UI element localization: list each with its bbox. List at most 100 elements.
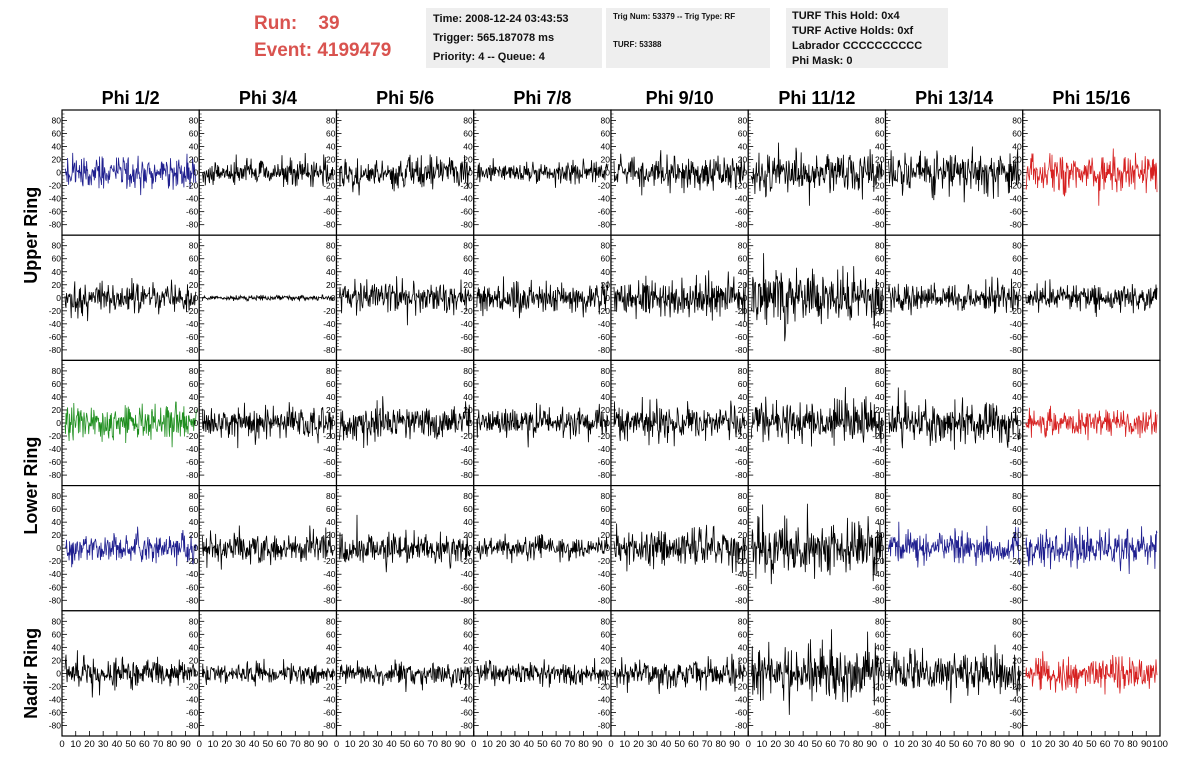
y-tick-label: 40 [1012,142,1022,152]
y-tick-label: 60 [601,629,611,639]
y-tick-label: 0 [331,543,336,553]
column-header: Phi 5/6 [376,88,434,108]
y-tick-label: -80 [323,470,336,480]
y-tick-label: -80 [460,345,473,355]
waveform-panel: -80 -60 -40 -20 0 20 40 60 80 [598,610,749,737]
x-tick-label: 80 [304,739,315,750]
y-tick-label: -60 [872,582,885,592]
y-tick-label: 20 [52,155,62,165]
y-tick-label: -60 [735,332,748,342]
y-tick-label: 80 [1012,116,1022,126]
y-tick-label: 60 [1012,504,1022,514]
y-tick-label: 80 [1012,366,1022,376]
y-tick-label: -20 [323,306,336,316]
y-tick-label: 80 [189,241,199,251]
x-tick-label: 0 [471,739,476,750]
waveform-trace [613,150,746,196]
y-tick-label: 0 [880,668,885,678]
y-tick-label: -80 [186,595,199,605]
panel-frame [198,109,338,236]
x-tick-label: 80 [167,739,178,750]
y-tick-label: -40 [186,569,199,579]
y-tick-label: -40 [1009,444,1022,454]
y-tick-label: -60 [598,332,611,342]
waveform-trace [1025,279,1158,317]
y-tick-label: 60 [601,129,611,139]
y-tick-label: -20 [186,306,199,316]
y-tick-label: -20 [186,431,199,441]
waveform-panel: -80 -60 -40 -20 0 20 40 60 80 [872,109,1024,236]
y-tick-label: -60 [872,332,885,342]
y-tick-label: -20 [460,181,473,191]
waveform-trace [201,294,334,302]
y-tick-label: 40 [738,517,748,527]
y-tick-label: 20 [601,405,611,415]
waveform-panel: -80 -60 -40 -20 0 20 40 60 80 [460,610,612,737]
waveform-trace [888,276,1021,316]
y-tick-label: -40 [872,694,885,704]
y-tick-label: 20 [875,155,885,165]
waveform-trace [339,154,472,196]
waveform-trace [888,521,1021,568]
x-tick-label: 50 [1086,739,1097,750]
y-tick-label: -80 [460,470,473,480]
y-tick-label: -40 [872,194,885,204]
waveform-trace [750,629,883,715]
x-tick-label: 0 [197,739,202,750]
y-tick-label: -60 [460,582,473,592]
y-tick-label: 20 [601,655,611,665]
y-tick-label: 80 [463,366,473,376]
y-tick-label: 80 [875,491,885,501]
x-tick-label: 60 [414,739,425,750]
y-tick-label: -20 [735,556,748,566]
waveform-panel: -80 -60 -40 -20 0 20 40 60 80 [186,359,338,487]
y-tick-label: -40 [1009,194,1022,204]
panel-frame [198,485,338,612]
y-tick-label: 60 [875,504,885,514]
y-tick-label: 80 [738,491,748,501]
waveform-trace [1025,651,1158,695]
y-tick-label: -80 [735,720,748,730]
x-tick-label: 10 [208,739,219,750]
y-tick-label: 60 [875,129,885,139]
waveform-panel: -80 -60 -40 -20 0 20 40 60 80 [598,359,749,487]
y-tick-label: -60 [872,207,885,217]
y-tick-label: 60 [52,504,62,514]
labrador-text: Labrador CCCCCCCCCC [792,40,923,52]
waveform-trace [888,644,1021,704]
y-tick-label: 80 [189,491,199,501]
y-tick-label: 0 [56,168,61,178]
y-tick-label: 0 [605,418,610,428]
x-tick-label: 20 [633,739,644,750]
waveform-panel: -80 -60 -40 -20 0 20 40 60 80 [735,485,887,612]
y-tick-label: 40 [601,392,611,402]
y-tick-label: -20 [1009,306,1022,316]
y-tick-label: 40 [189,517,199,527]
y-tick-label: 0 [194,293,199,303]
y-tick-label: 20 [1012,155,1022,165]
y-tick-label: -80 [186,720,199,730]
waveform-panel: -80 -60 -40 -20 0 20 40 60 80 [323,359,475,487]
y-tick-label: 0 [331,418,336,428]
column-header: Phi 11/12 [778,88,855,108]
y-tick-label: 40 [463,142,473,152]
y-tick-label: -60 [323,332,336,342]
x-tick-label: 20 [770,739,781,750]
y-tick-label: 40 [326,142,336,152]
y-tick-label: -40 [323,194,336,204]
y-tick-label: -40 [460,444,473,454]
x-tick-label: 90 [180,739,191,750]
y-tick-label: -40 [49,319,62,329]
y-tick-label: -80 [460,595,473,605]
y-tick-label: 0 [56,543,61,553]
waveform-trace [613,523,746,574]
x-tick-label: 90 [1004,739,1015,750]
y-tick-label: -80 [1009,595,1022,605]
y-tick-label: -60 [460,332,473,342]
y-tick-label: -80 [872,720,885,730]
waveform-panel: -80 -60 -40 -20 0 20 40 60 80 [1009,610,1161,737]
y-tick-label: -80 [1009,345,1022,355]
y-tick-label: 60 [52,129,62,139]
y-tick-label: -80 [1009,220,1022,230]
x-tick-label: 20 [359,739,370,750]
